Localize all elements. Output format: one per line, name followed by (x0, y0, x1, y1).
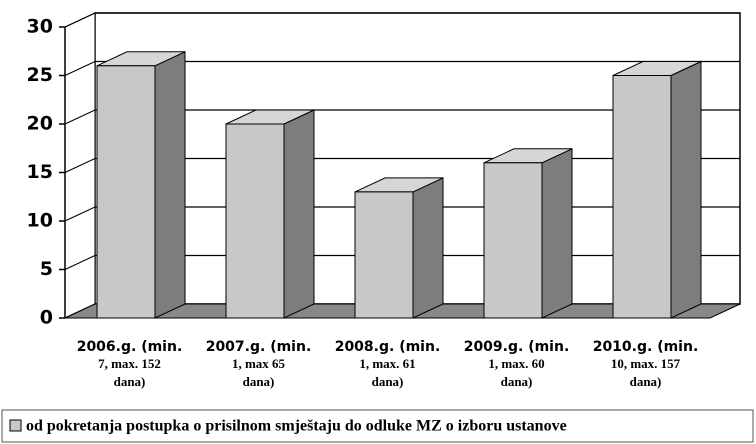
y-tick-label: 30 (27, 16, 53, 38)
y-tick-label: 15 (27, 161, 53, 183)
bar (96, 65, 156, 319)
x-tick-label: dana) (114, 374, 146, 389)
bar (612, 75, 672, 319)
x-tick-label: 1, max. 60 (488, 356, 544, 371)
bar-side (541, 148, 573, 319)
x-tick-label: dana) (372, 374, 404, 389)
bar-side (670, 60, 702, 319)
bar (225, 123, 285, 319)
grid-line (64, 61, 96, 76)
bar-side (154, 51, 186, 319)
x-tick-label: 2006.g. (min. (77, 339, 183, 355)
x-tick-label: 2007.g. (min. (206, 339, 312, 355)
x-tick-label: 2009.g. (min. (464, 339, 570, 355)
x-tick-label: 7, max. 152 (98, 356, 161, 371)
x-tick-label: 2010.g. (min. (593, 339, 699, 355)
x-tick-label: 1, max. 61 (359, 356, 415, 371)
x-tick-label: dana) (501, 374, 533, 389)
grid-line (64, 255, 96, 270)
bar-side (412, 177, 444, 319)
grid-line (64, 12, 96, 28)
x-tick-label: 2008.g. (min. (335, 339, 441, 355)
y-tick-label: 25 (27, 64, 53, 86)
x-tick-label: 10, max. 157 (611, 356, 681, 371)
legend-swatch (9, 419, 22, 432)
grid-line (64, 109, 96, 125)
bar-side (283, 109, 315, 319)
legend-box (1, 409, 754, 443)
bar (483, 162, 543, 319)
grid-line (64, 206, 96, 222)
x-tick-label: dana) (630, 374, 662, 389)
y-tick-label: 0 (40, 307, 53, 329)
x-tick-label: 1, max 65 (232, 356, 286, 371)
x-tick-label: dana) (243, 374, 275, 389)
legend-label: od pokretanja postupka o prisilnom smješ… (26, 418, 567, 435)
y-tick-label: 10 (27, 210, 53, 232)
grid-line (64, 158, 96, 173)
bar (354, 191, 414, 319)
y-tick-label: 5 (40, 258, 53, 280)
y-tick-label: 20 (27, 113, 53, 135)
